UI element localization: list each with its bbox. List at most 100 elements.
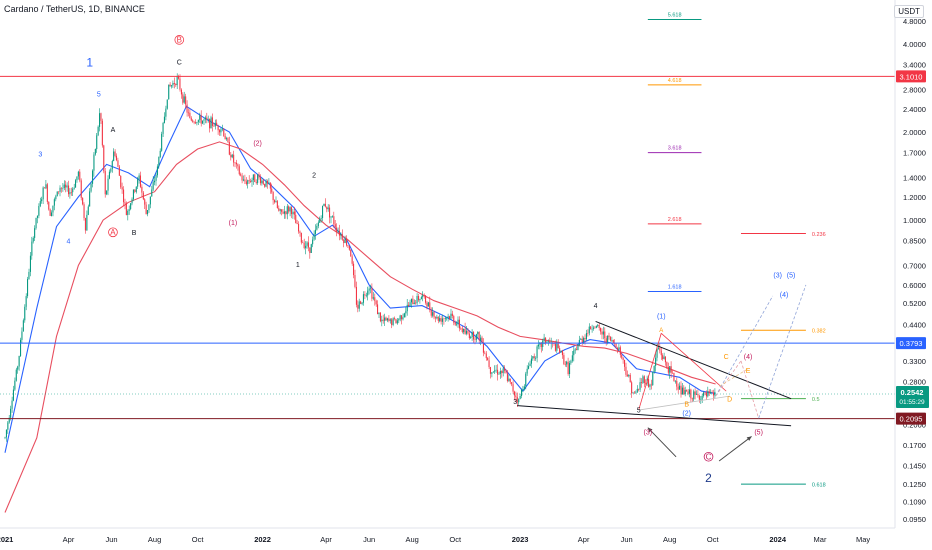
candle-body	[371, 287, 373, 299]
candle-body	[698, 395, 700, 400]
candle-body	[70, 192, 72, 193]
candle-body	[189, 112, 191, 119]
candle-body	[202, 120, 204, 124]
candle-body	[231, 154, 233, 158]
wave-label: C	[724, 354, 729, 361]
candle-body	[171, 85, 173, 87]
drawings	[0, 19, 895, 485]
x-tick-label: Oct	[707, 535, 720, 544]
candle-body	[406, 304, 408, 312]
candle-body	[269, 182, 271, 189]
candle-body	[62, 188, 64, 189]
candle-body	[238, 166, 240, 175]
fib-extension-labels: 5.618 4.618 3.618 2.618 1.618 0.236 0.382 0.5 0.…	[668, 13, 826, 489]
candle-body	[443, 318, 445, 320]
candle-body	[456, 323, 458, 325]
candle-body	[413, 302, 415, 305]
y-tick-label: 1.2000	[903, 193, 926, 202]
candle-body	[487, 358, 489, 361]
candle-body	[108, 171, 110, 179]
fib-level-label: 0.5	[812, 397, 820, 403]
arrow-line	[647, 427, 677, 458]
candle-body	[165, 108, 167, 117]
candle-body	[535, 358, 537, 359]
candle-body	[322, 205, 324, 218]
candle-body	[632, 392, 634, 394]
candle-body	[420, 297, 422, 300]
candle-body	[533, 356, 535, 359]
projection-line	[718, 368, 749, 387]
candle-body	[134, 189, 136, 192]
candle-body	[401, 315, 403, 320]
candle-body	[302, 242, 304, 244]
candle-body	[312, 239, 314, 245]
candle-body	[132, 189, 134, 200]
candle-body	[707, 391, 709, 397]
candle-body	[604, 331, 606, 339]
candle-body	[248, 180, 250, 182]
candle-body	[75, 180, 77, 188]
currency-button[interactable]: USDT	[894, 5, 924, 18]
candle-body	[458, 319, 460, 329]
candle-body	[519, 396, 521, 400]
projection-line	[715, 360, 742, 397]
candle-body	[147, 210, 149, 215]
candle-body	[18, 356, 20, 367]
candle-body	[226, 138, 228, 140]
candle-body	[547, 341, 549, 342]
candle-body	[502, 368, 504, 374]
arrow-head	[746, 436, 752, 441]
y-tick-label: 0.5200	[903, 299, 926, 308]
candle-body	[354, 275, 356, 287]
candle-body	[437, 316, 439, 321]
price-level-tag	[896, 337, 926, 350]
candle-body	[495, 369, 497, 371]
wave-label: (5)	[787, 273, 796, 280]
candle-body	[161, 133, 163, 151]
candle-body	[200, 115, 202, 124]
candle-body	[159, 150, 161, 157]
candle-body	[556, 343, 558, 351]
price-level-tag-label: 0.3793	[900, 339, 923, 348]
candle-body	[314, 229, 316, 234]
candle-body	[317, 222, 319, 227]
arrow-line	[718, 436, 752, 462]
wave-label: 5	[637, 407, 641, 414]
candle-body	[477, 332, 479, 335]
candle-body	[292, 211, 294, 215]
candle-body	[605, 338, 607, 343]
candle-body	[123, 189, 125, 203]
y-tick-label: 0.0950	[903, 515, 926, 524]
candle-body	[475, 334, 477, 340]
candle-body	[566, 361, 568, 365]
current-price-tag	[896, 386, 929, 409]
wave-label: (5)	[754, 429, 763, 436]
candle-body	[499, 371, 501, 374]
candle-body	[485, 353, 487, 359]
candle-body	[608, 335, 610, 338]
candle-body	[430, 309, 432, 316]
arrow-head	[647, 427, 653, 433]
candle-body	[364, 294, 366, 296]
candle-body	[319, 218, 321, 223]
candle-body	[480, 337, 482, 341]
candle-body	[296, 223, 298, 224]
candle-body	[341, 233, 343, 240]
candle-body	[244, 179, 246, 182]
candle-body	[508, 378, 510, 381]
y-tick-label: 0.1450	[903, 461, 926, 470]
candle-body	[405, 311, 407, 314]
candle-body	[361, 302, 363, 304]
wave-label-circle	[108, 227, 118, 238]
wave-label: 2	[312, 172, 316, 179]
price-level-tag-label: 0.2095	[900, 415, 923, 424]
candle-body	[257, 174, 259, 183]
wave-label: D	[727, 396, 732, 403]
wave-label: 1	[296, 262, 300, 269]
candle-body	[168, 84, 170, 100]
candle-body	[639, 382, 641, 390]
candle-body	[183, 96, 185, 103]
candle-body	[286, 206, 288, 215]
candle-body	[52, 205, 54, 213]
